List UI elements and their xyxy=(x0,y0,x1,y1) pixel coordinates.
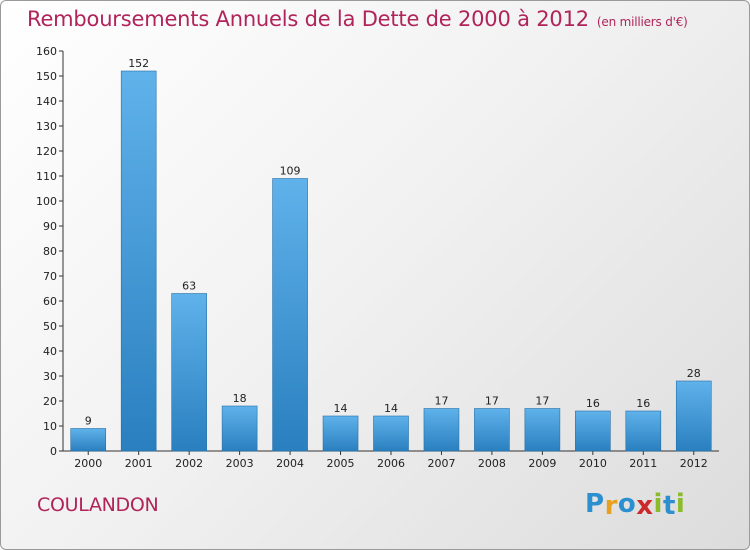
y-tick-label: 0 xyxy=(50,445,57,458)
x-tick-label-2000: 2000 xyxy=(74,457,102,470)
y-tick-label: 50 xyxy=(43,320,57,333)
x-tick-label-2011: 2011 xyxy=(629,457,657,470)
y-tick-label: 130 xyxy=(36,120,57,133)
axes: 0 10 20 30 40 50 60 70 80 90 100 110 120 130 140 150 160… xyxy=(36,45,719,470)
bars xyxy=(70,70,712,452)
value-label-2002: 63 xyxy=(182,280,196,293)
y-tick-label: 20 xyxy=(43,395,57,408)
unit-label: (en milliers d'€) xyxy=(596,15,688,29)
bar-2003 xyxy=(221,405,258,452)
value-label-2001: 152 xyxy=(128,57,149,70)
value-label-2000: 9 xyxy=(85,415,92,428)
x-tick-label-2005: 2005 xyxy=(327,457,355,470)
x-tick-label-2002: 2002 xyxy=(175,457,203,470)
value-label-2007: 17 xyxy=(434,395,448,408)
y-tick-label: 80 xyxy=(43,245,57,258)
value-label-2011: 16 xyxy=(636,397,650,410)
value-label-2003: 18 xyxy=(233,392,247,405)
value-labels: 9 152 63 18 109 14 14 17 17 17 16 16 28 xyxy=(85,57,701,428)
bar-2012 xyxy=(675,380,712,452)
bar-2000 xyxy=(70,428,107,452)
logo-letter: r xyxy=(604,491,618,521)
y-tick-label: 120 xyxy=(36,145,57,158)
y-tick-label: 110 xyxy=(36,170,57,183)
commune-name: COULANDON xyxy=(37,494,159,516)
y-tick-label: 90 xyxy=(43,220,57,233)
value-label-2010: 16 xyxy=(586,397,600,410)
value-label-2006: 14 xyxy=(384,402,398,415)
y-tick-label: 100 xyxy=(36,195,57,208)
y-tick-label: 60 xyxy=(43,295,57,308)
x-tick-label-2012: 2012 xyxy=(680,457,708,470)
y-tick-label: 40 xyxy=(43,345,57,358)
bar-2010 xyxy=(575,410,611,452)
bar-2002 xyxy=(171,293,207,452)
logo-letter: i xyxy=(675,489,686,519)
y-tick-label: 10 xyxy=(43,420,57,433)
value-label-2009: 17 xyxy=(535,395,549,408)
x-tick-label-2008: 2008 xyxy=(478,457,506,470)
y-tick-label: 70 xyxy=(43,270,57,283)
x-tick-label-2001: 2001 xyxy=(125,457,153,470)
value-label-2012: 28 xyxy=(687,367,701,380)
bar-2006 xyxy=(373,415,409,452)
bar-2009 xyxy=(524,408,561,452)
bar-2005 xyxy=(322,415,359,452)
y-tick-label: 140 xyxy=(36,95,57,108)
value-label-2004: 109 xyxy=(280,165,301,178)
y-tick-label: 150 xyxy=(36,70,57,83)
logo-letter: P xyxy=(585,489,605,519)
logo-letter: i xyxy=(653,489,663,519)
y-tick-label: 160 xyxy=(36,45,57,58)
proxiti-logo: Proxiti xyxy=(585,489,686,521)
bar-2001 xyxy=(120,70,157,452)
bar-2008 xyxy=(474,408,510,452)
logo-letter: t xyxy=(662,491,676,521)
y-tick-label: 30 xyxy=(43,370,57,383)
value-label-2008: 17 xyxy=(485,395,499,408)
bar-2007 xyxy=(423,408,460,452)
logo-letter: o xyxy=(617,489,637,519)
bar-2004 xyxy=(272,178,308,452)
x-tick-label-2009: 2009 xyxy=(528,457,556,470)
x-tick-label-2003: 2003 xyxy=(226,457,254,470)
bar-2011 xyxy=(625,410,662,452)
chart-title: Remboursements Annuels de la Dette de 20… xyxy=(27,7,688,31)
logo-letter: x xyxy=(636,491,654,521)
x-tick-label-2010: 2010 xyxy=(579,457,607,470)
x-tick-label-2006: 2006 xyxy=(377,457,405,470)
x-tick-label-2007: 2007 xyxy=(427,457,455,470)
x-tick-label-2004: 2004 xyxy=(276,457,304,470)
value-label-2005: 14 xyxy=(334,402,348,415)
title-text: Remboursements Annuels de la Dette de 20… xyxy=(27,7,589,31)
